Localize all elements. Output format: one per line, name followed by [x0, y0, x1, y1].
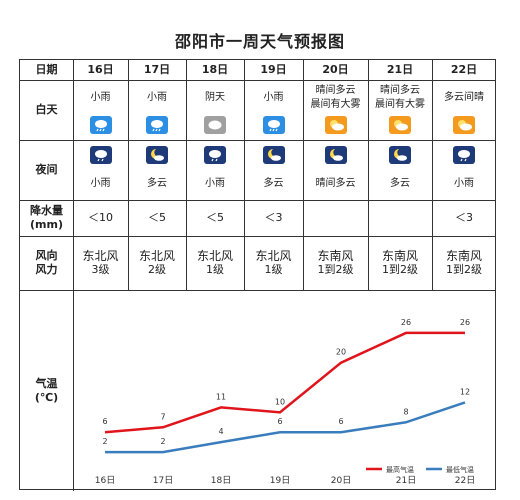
night-moon-cloud-icon — [389, 146, 411, 164]
night-weather: 小雨 — [454, 178, 474, 189]
high-temp-label: 26 — [401, 318, 411, 327]
wind: 东北风 2级 — [128, 236, 186, 290]
precipitation: ＜3 — [264, 211, 283, 224]
low-temp-label: 12 — [460, 387, 470, 396]
high-temp-label: 7 — [160, 412, 165, 421]
page-title: 邵阳市一周天气预报图 — [174, 32, 345, 51]
high-temp-label: 26 — [460, 318, 470, 327]
day-weather: 小雨 — [263, 92, 284, 103]
forecast-table: 日期 白天 夜间 降水量 (mm) 风向 风力 气温 (℃) 16日 小雨 小雨 ＜1… — [19, 59, 496, 491]
night-rain-icon — [204, 146, 226, 164]
night-rain-icon — [89, 146, 112, 164]
day-weather: 晴间多云 晨间有大雾 — [310, 85, 361, 110]
label-night: 夜间 — [35, 163, 58, 176]
wind: 东北风 1级 — [186, 236, 244, 290]
x-tick-label: 17日 — [153, 475, 173, 486]
sun-cloud-icon — [389, 116, 411, 134]
day-weather: 阴天 — [205, 92, 225, 103]
precipitation: ＜5 — [206, 211, 224, 224]
x-tick-label: 16日 — [95, 475, 115, 486]
wind: 东南风 1到2级 — [303, 236, 368, 290]
temperature-chart: 6 7 11 10 20 26 26 2 2 4 6 6 8 12 16日 17日 18日 19日 20日 21日 22… — [95, 318, 475, 486]
low-temp-line — [105, 401, 466, 454]
wind-direction: 东北风 — [138, 249, 175, 263]
wind: 东南风 1到2级 — [432, 236, 496, 290]
wind: 东南风 1到2级 — [368, 236, 432, 290]
legend-low-label: 最低气温 — [446, 465, 474, 474]
high-temp-label: 11 — [216, 392, 226, 401]
low-temp-label: 6 — [338, 417, 343, 426]
low-temp-label: 2 — [102, 437, 107, 446]
night-weather: 多云 — [147, 178, 167, 189]
label-temp: 气温 (℃) — [34, 376, 59, 404]
day-date: 20日 — [322, 63, 349, 76]
precipitation: ＜5 — [148, 211, 166, 224]
wind-direction: 东北风 — [255, 249, 292, 263]
rain-icon — [146, 116, 168, 134]
wind: 东北风 1级 — [244, 236, 303, 290]
wind-level: 3级 — [91, 263, 110, 276]
low-temp-label: 6 — [277, 417, 282, 426]
label-day: 白天 — [35, 103, 58, 116]
overcast-icon — [204, 116, 226, 134]
label-date: 日期 — [35, 63, 58, 76]
rain-icon — [89, 116, 112, 134]
precipitation — [368, 200, 432, 236]
day-weather: 晴间多云 晨间有大雾 — [375, 85, 425, 110]
high-temp-label: 6 — [102, 417, 107, 426]
low-temp-label: 8 — [403, 407, 408, 416]
wind-level: 1到2级 — [317, 263, 354, 276]
wind-direction: 东南风 — [381, 249, 418, 263]
high-temp-label: 10 — [275, 397, 285, 406]
low-temp-label: 2 — [160, 437, 165, 446]
night-moon-cloud-icon — [324, 146, 347, 164]
precipitation: ＜10 — [88, 211, 113, 224]
rain-icon — [262, 116, 285, 134]
wind-level: 1级 — [206, 263, 224, 276]
label-wind: 风向 风力 — [35, 249, 58, 276]
day-date: 19日 — [260, 63, 287, 76]
night-weather: 多云 — [263, 178, 284, 189]
night-weather: 晴间多云 — [315, 178, 356, 189]
wind-level: 2级 — [148, 263, 166, 276]
night-rain-icon — [453, 146, 475, 164]
day-date: 16日 — [87, 63, 114, 76]
night-weather: 小雨 — [90, 178, 111, 189]
x-tick-label: 21日 — [396, 475, 416, 486]
wind-direction: 东南风 — [445, 249, 482, 263]
precipitation: ＜3 — [455, 211, 473, 224]
night-weather: 小雨 — [205, 178, 225, 189]
low-temp-label: 4 — [218, 427, 223, 436]
day-date: 17日 — [143, 63, 171, 76]
night-moon-cloud-icon — [262, 146, 285, 164]
wind-direction: 东北风 — [82, 249, 119, 263]
night-moon-cloud-icon — [146, 146, 168, 164]
legend-high-label: 最高气温 — [386, 465, 414, 474]
day-date: 22日 — [450, 63, 478, 76]
x-tick-label: 19日 — [270, 475, 290, 486]
high-temp-label: 20 — [336, 348, 346, 357]
wind-level: 1级 — [264, 263, 283, 276]
wind: 东北风 3级 — [73, 236, 128, 290]
wind-direction: 东南风 — [317, 249, 354, 263]
day-weather: 多云间晴 — [444, 92, 484, 103]
day-date: 21日 — [386, 63, 414, 76]
x-tick-label: 18日 — [211, 475, 231, 486]
label-precip: 降水量 (mm) — [30, 204, 63, 231]
sun-cloud-icon — [324, 116, 347, 134]
x-tick-label: 20日 — [331, 475, 351, 486]
x-tick-label: 22日 — [455, 475, 475, 486]
wind-level: 1到2级 — [382, 263, 418, 276]
high-temp-line — [104, 331, 465, 434]
day-date: 18日 — [201, 63, 229, 76]
wind-level: 1到2级 — [446, 263, 482, 276]
day-weather: 小雨 — [90, 92, 111, 103]
precipitation — [303, 200, 368, 236]
day-weather: 小雨 — [147, 92, 167, 103]
wind-direction: 东北风 — [196, 249, 233, 263]
sun-cloud-icon — [453, 116, 475, 134]
night-weather: 多云 — [390, 178, 410, 189]
